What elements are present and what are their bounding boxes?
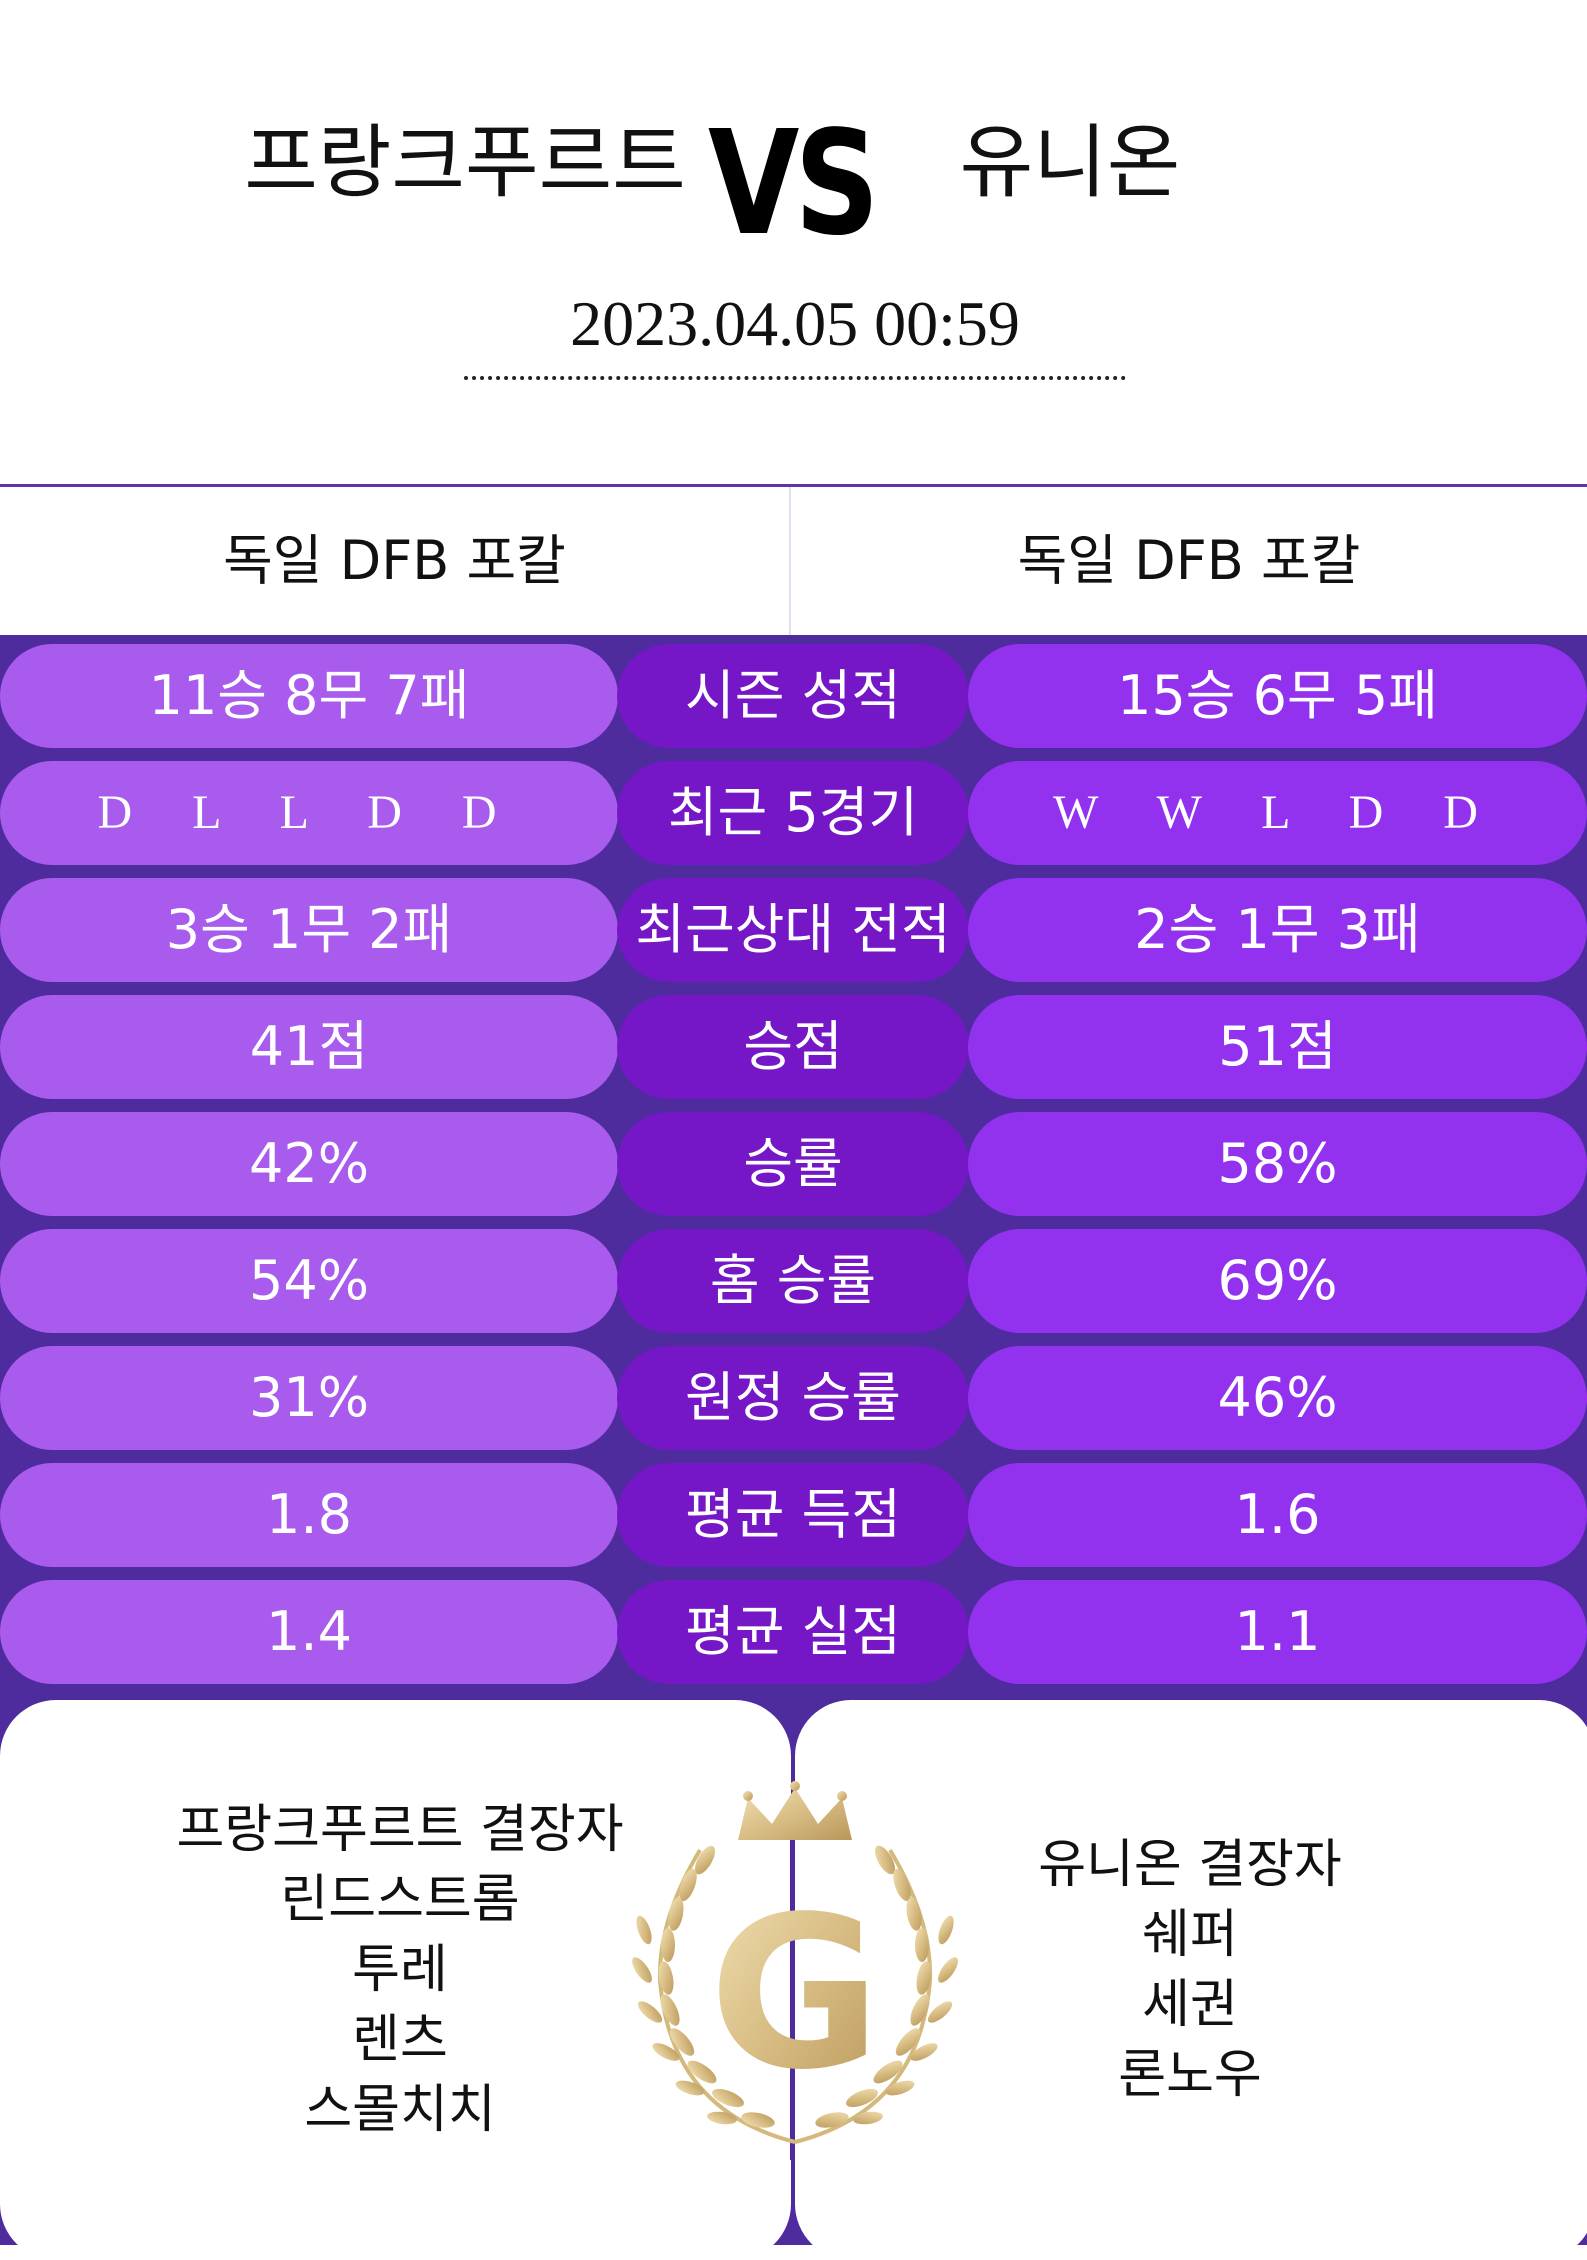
- datetime-underline: [464, 376, 1126, 380]
- away-season-record: 15승 6무 5패: [968, 644, 1587, 748]
- home-absent-player: 린드스트롬: [280, 1870, 520, 1930]
- home-league-name: 독일 DFB 포칼: [0, 487, 789, 635]
- away-avg-goals-for: 1.6: [968, 1463, 1587, 1567]
- home-absent-player: 렌츠: [352, 2010, 448, 2070]
- home-away-win-rate: 31%: [0, 1346, 618, 1450]
- away-absent-player: 론노우: [1118, 2045, 1262, 2105]
- away-win-rate-label: 원정 승률: [617, 1346, 969, 1450]
- home-win-rate-label: 홈 승률: [617, 1229, 969, 1333]
- laurel-right-icon: [794, 1845, 958, 2144]
- home-points: 41점: [0, 995, 618, 1099]
- avg-goals-for-label: 평균 득점: [617, 1463, 969, 1567]
- vs-label: VS: [708, 99, 880, 267]
- away-recent-form: W W L D D: [968, 761, 1587, 865]
- league-divider: [789, 487, 791, 635]
- home-absentees-list: 프랑크푸르트 결장자 린드스트롬 투레 렌츠 스몰치치: [100, 1795, 700, 2145]
- home-season-record: 11승 8무 7패: [0, 644, 618, 748]
- away-absentees-title: 유니온 결장자: [1038, 1835, 1342, 1895]
- home-absent-player: 스몰치치: [304, 2080, 496, 2140]
- away-away-win-rate: 46%: [968, 1346, 1587, 1450]
- recent-form-label: 최근 5경기: [617, 761, 969, 865]
- season-record-label: 시즌 성적: [617, 644, 969, 748]
- home-recent-form: D L L D D: [0, 761, 618, 865]
- match-datetime: 2023.04.05 00:59: [570, 288, 1020, 359]
- away-absent-player: 쉐퍼: [1142, 1905, 1238, 1965]
- win-rate-label: 승률: [617, 1112, 969, 1216]
- away-absent-player: 세권: [1142, 1975, 1238, 2035]
- away-absentees-list: 유니온 결장자 쉐퍼 세권 론노우: [960, 1830, 1420, 2110]
- head-to-head-label: 최근상대 전적: [617, 878, 969, 982]
- home-absentees-title: 프랑크푸르트 결장자: [176, 1800, 624, 1860]
- away-win-rate: 58%: [968, 1112, 1587, 1216]
- away-team-name: 유니온: [959, 116, 1181, 209]
- match-header: [0, 0, 1587, 486]
- home-win-rate: 42%: [0, 1112, 618, 1216]
- laurel-left-icon: [632, 1845, 796, 2144]
- points-label: 승점: [617, 995, 969, 1099]
- away-league-name: 독일 DFB 포칼: [791, 487, 1587, 635]
- away-head-to-head: 2승 1무 3패: [968, 878, 1587, 982]
- avg-goals-against-label: 평균 실점: [617, 1580, 969, 1684]
- away-home-win-rate: 69%: [968, 1229, 1587, 1333]
- home-absent-player: 투레: [352, 1940, 448, 2000]
- card-divider: [790, 1820, 794, 2160]
- crown-icon: [738, 1788, 852, 1840]
- away-avg-goals-against: 1.1: [968, 1580, 1587, 1684]
- home-head-to-head: 3승 1무 2패: [0, 878, 618, 982]
- home-home-win-rate: 54%: [0, 1229, 618, 1333]
- home-team-name: 프랑크푸르트: [244, 116, 686, 209]
- home-avg-goals-for: 1.8: [0, 1463, 618, 1567]
- emblem-letter: G: [709, 1871, 881, 2116]
- crown-laurel-logo-icon: G: [632, 1781, 958, 2160]
- header-divider: [0, 484, 1587, 487]
- away-points: 51점: [968, 995, 1587, 1099]
- home-avg-goals-against: 1.4: [0, 1580, 618, 1684]
